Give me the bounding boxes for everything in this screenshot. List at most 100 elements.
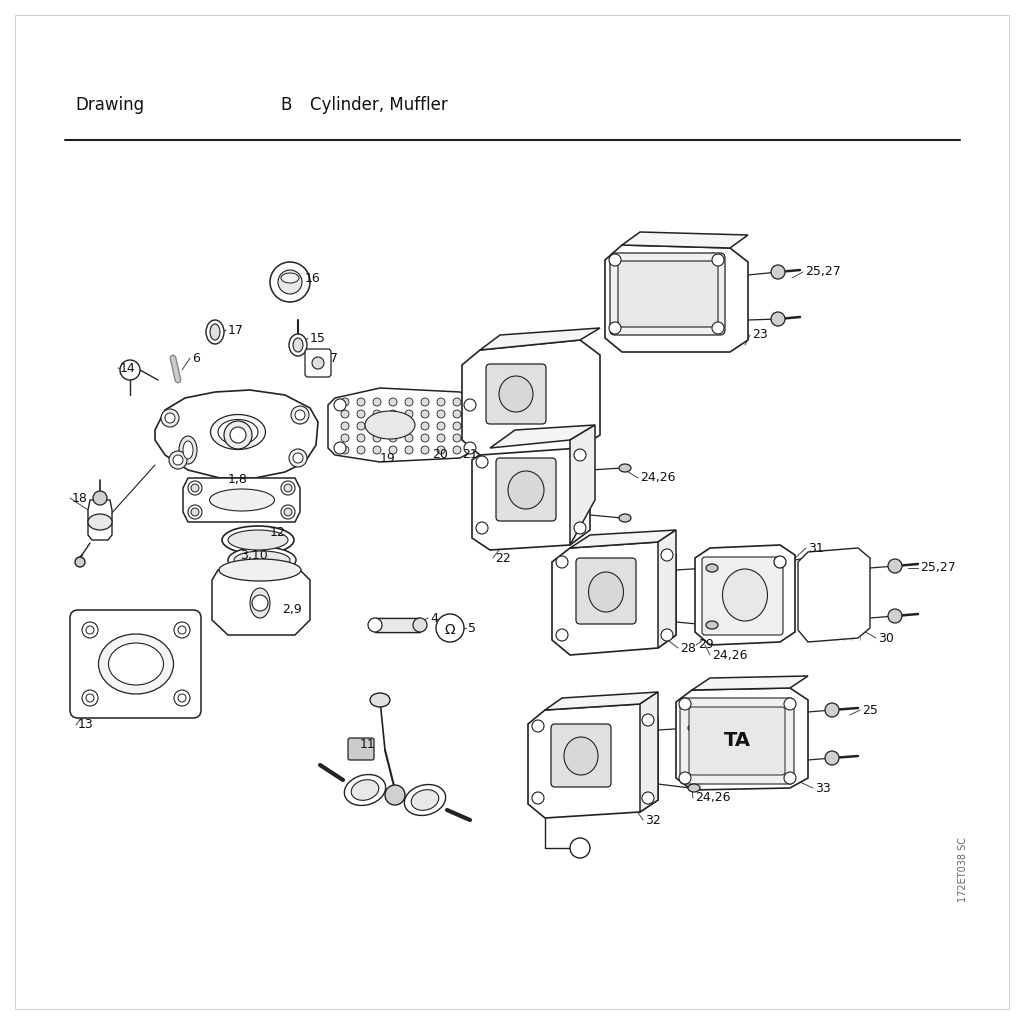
Ellipse shape [688,784,700,792]
Circle shape [771,265,785,279]
Circle shape [421,422,429,430]
Circle shape [888,559,902,573]
Circle shape [373,398,381,406]
Polygon shape [798,548,870,642]
Circle shape [357,398,365,406]
Ellipse shape [368,618,382,632]
FancyBboxPatch shape [689,707,785,775]
Ellipse shape [179,436,197,464]
Circle shape [281,505,295,519]
Circle shape [642,792,654,804]
Circle shape [574,522,586,534]
Ellipse shape [219,559,301,581]
FancyBboxPatch shape [305,349,331,377]
Circle shape [679,698,691,710]
Circle shape [341,434,349,442]
Circle shape [224,421,252,449]
Circle shape [389,446,397,454]
Text: 172ET038 SC: 172ET038 SC [958,838,968,902]
Ellipse shape [413,618,427,632]
Circle shape [161,409,179,427]
Polygon shape [183,478,300,522]
Polygon shape [570,530,676,548]
Text: 16: 16 [305,271,321,285]
Circle shape [169,451,187,469]
Ellipse shape [88,514,112,530]
Circle shape [679,772,691,784]
Circle shape [406,434,413,442]
Circle shape [476,456,488,468]
Polygon shape [212,570,310,635]
FancyBboxPatch shape [680,698,794,784]
Circle shape [289,449,307,467]
Circle shape [421,434,429,442]
Circle shape [825,703,839,717]
Circle shape [86,626,94,634]
Circle shape [556,629,568,641]
Circle shape [453,434,461,442]
Circle shape [570,838,590,858]
Text: 3,10: 3,10 [240,550,267,562]
Polygon shape [640,692,658,812]
Circle shape [389,422,397,430]
Ellipse shape [109,643,164,685]
Polygon shape [480,328,600,350]
Text: 29: 29 [698,639,714,651]
Circle shape [82,690,98,706]
Ellipse shape [210,489,274,511]
Ellipse shape [183,441,193,459]
Text: 24,26: 24,26 [695,792,730,805]
Circle shape [421,398,429,406]
Circle shape [165,413,175,423]
Polygon shape [552,542,676,655]
Circle shape [284,508,292,516]
Polygon shape [676,688,808,790]
Circle shape [86,694,94,702]
Text: 25,27: 25,27 [805,265,841,279]
Polygon shape [490,425,595,449]
Circle shape [385,785,406,805]
Ellipse shape [589,572,624,612]
FancyBboxPatch shape [348,738,374,760]
Polygon shape [375,618,420,632]
Ellipse shape [218,420,258,444]
Text: 20: 20 [432,449,447,462]
Text: 4: 4 [430,611,438,625]
Text: 31: 31 [808,542,823,555]
Ellipse shape [688,724,700,732]
Text: 7: 7 [330,351,338,365]
Polygon shape [155,390,318,478]
Circle shape [825,751,839,765]
Circle shape [341,422,349,430]
Ellipse shape [706,621,718,629]
Circle shape [406,410,413,418]
Circle shape [93,490,106,505]
Ellipse shape [365,411,415,439]
Polygon shape [658,530,676,648]
Text: 24,26: 24,26 [640,471,676,484]
Circle shape [281,481,295,495]
Text: TA: TA [724,730,751,750]
Ellipse shape [281,273,299,283]
Circle shape [662,629,673,641]
Circle shape [173,455,183,465]
Text: Cylinder, Muffler: Cylinder, Muffler [310,96,447,114]
Circle shape [278,270,302,294]
Circle shape [406,422,413,430]
Circle shape [464,399,476,411]
Circle shape [662,549,673,561]
Ellipse shape [293,338,303,352]
Circle shape [556,556,568,568]
Text: 28: 28 [680,641,696,654]
Circle shape [341,446,349,454]
Circle shape [406,446,413,454]
Circle shape [389,434,397,442]
Text: B: B [280,96,292,114]
Circle shape [437,434,445,442]
Text: 32: 32 [645,813,660,826]
FancyBboxPatch shape [496,458,556,521]
Circle shape [453,398,461,406]
Polygon shape [462,340,600,455]
Circle shape [178,626,186,634]
Polygon shape [528,705,658,818]
